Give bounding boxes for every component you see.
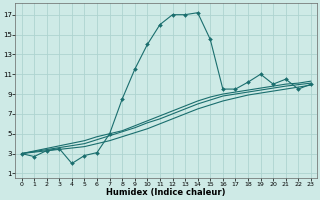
X-axis label: Humidex (Indice chaleur): Humidex (Indice chaleur) <box>107 188 226 197</box>
